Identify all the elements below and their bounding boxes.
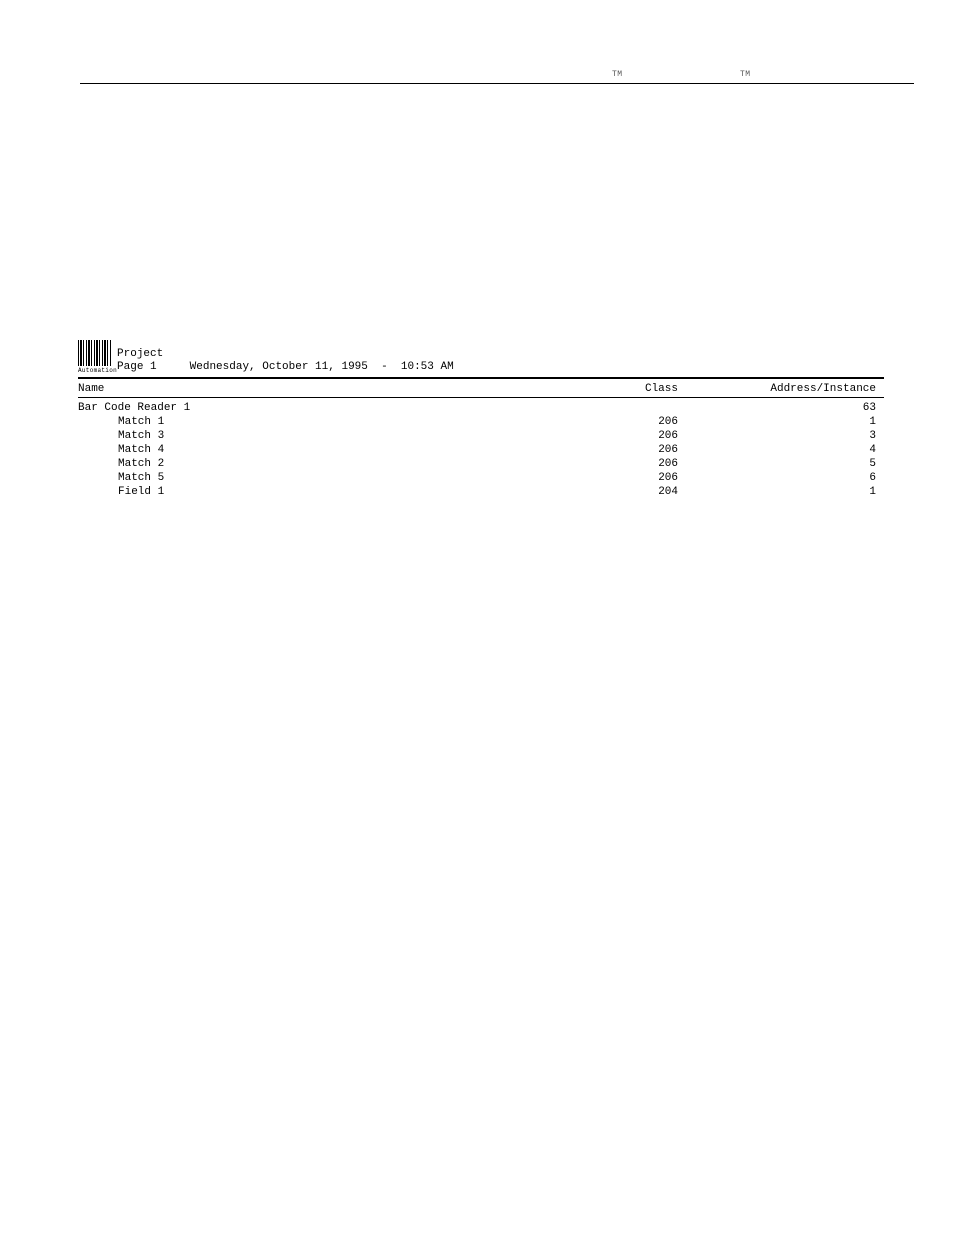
cell-class: 204 <box>578 485 698 499</box>
cell-class: 206 <box>578 471 698 485</box>
cell-class: 206 <box>578 415 698 429</box>
logo-label: Automation <box>78 367 117 374</box>
col-class-header: Class <box>578 383 698 395</box>
table-row: Match 1 206 1 <box>78 415 884 429</box>
cell-name: Match 3 <box>78 429 578 443</box>
cell-class: 206 <box>578 443 698 457</box>
page-and-date: Page 1 Wednesday, October 11, 1995 - 10:… <box>117 361 454 373</box>
cell-name: Match 5 <box>78 471 578 485</box>
cell-instance: 3 <box>698 429 884 443</box>
cell-instance: 1 <box>698 415 884 429</box>
document-page: TM TM Automation Project Page 1 Wednesda… <box>0 0 954 1235</box>
cell-instance: 6 <box>698 471 884 485</box>
cell-name: Match 1 <box>78 415 578 429</box>
table-body: Bar Code Reader 1 63 Match 1 206 1 Match… <box>78 401 884 499</box>
col-name-header: Name <box>78 383 578 395</box>
page-label: Page 1 <box>117 361 157 373</box>
cell-instance: 5 <box>698 457 884 471</box>
table-row: Bar Code Reader 1 63 <box>78 401 884 415</box>
cell-name: Bar Code Reader 1 <box>78 401 578 415</box>
table-row: Match 5 206 6 <box>78 471 884 485</box>
barcode-icon <box>78 340 112 366</box>
cell-instance: 4 <box>698 443 884 457</box>
cell-class: 206 <box>578 429 698 443</box>
separator-under-cols <box>78 397 884 398</box>
project-title: Project <box>117 348 454 360</box>
cell-class <box>578 401 698 415</box>
tm-mark-2: TM <box>740 70 751 79</box>
cell-name: Field 1 <box>78 485 578 499</box>
cell-instance: 63 <box>698 401 884 415</box>
report-block: Automation Project Page 1 Wednesday, Oct… <box>78 340 884 499</box>
table-row: Match 3 206 3 <box>78 429 884 443</box>
cell-name: Match 4 <box>78 443 578 457</box>
table-row: Match 4 206 4 <box>78 443 884 457</box>
datetime: Wednesday, October 11, 1995 - 10:53 AM <box>190 361 454 373</box>
top-rule <box>80 83 914 84</box>
separator-top <box>78 377 884 379</box>
cell-instance: 1 <box>698 485 884 499</box>
logo-wrap: Automation <box>78 340 117 374</box>
column-headers: Name Class Address/Instance <box>78 383 884 395</box>
report-header: Automation Project Page 1 Wednesday, Oct… <box>78 340 884 374</box>
table-row: Field 1 204 1 <box>78 485 884 499</box>
cell-class: 206 <box>578 457 698 471</box>
cell-name: Match 2 <box>78 457 578 471</box>
header-text: Project Page 1 Wednesday, October 11, 19… <box>117 348 454 373</box>
table-row: Match 2 206 5 <box>78 457 884 471</box>
tm-mark-1: TM <box>612 70 623 79</box>
col-instance-header: Address/Instance <box>698 383 884 395</box>
